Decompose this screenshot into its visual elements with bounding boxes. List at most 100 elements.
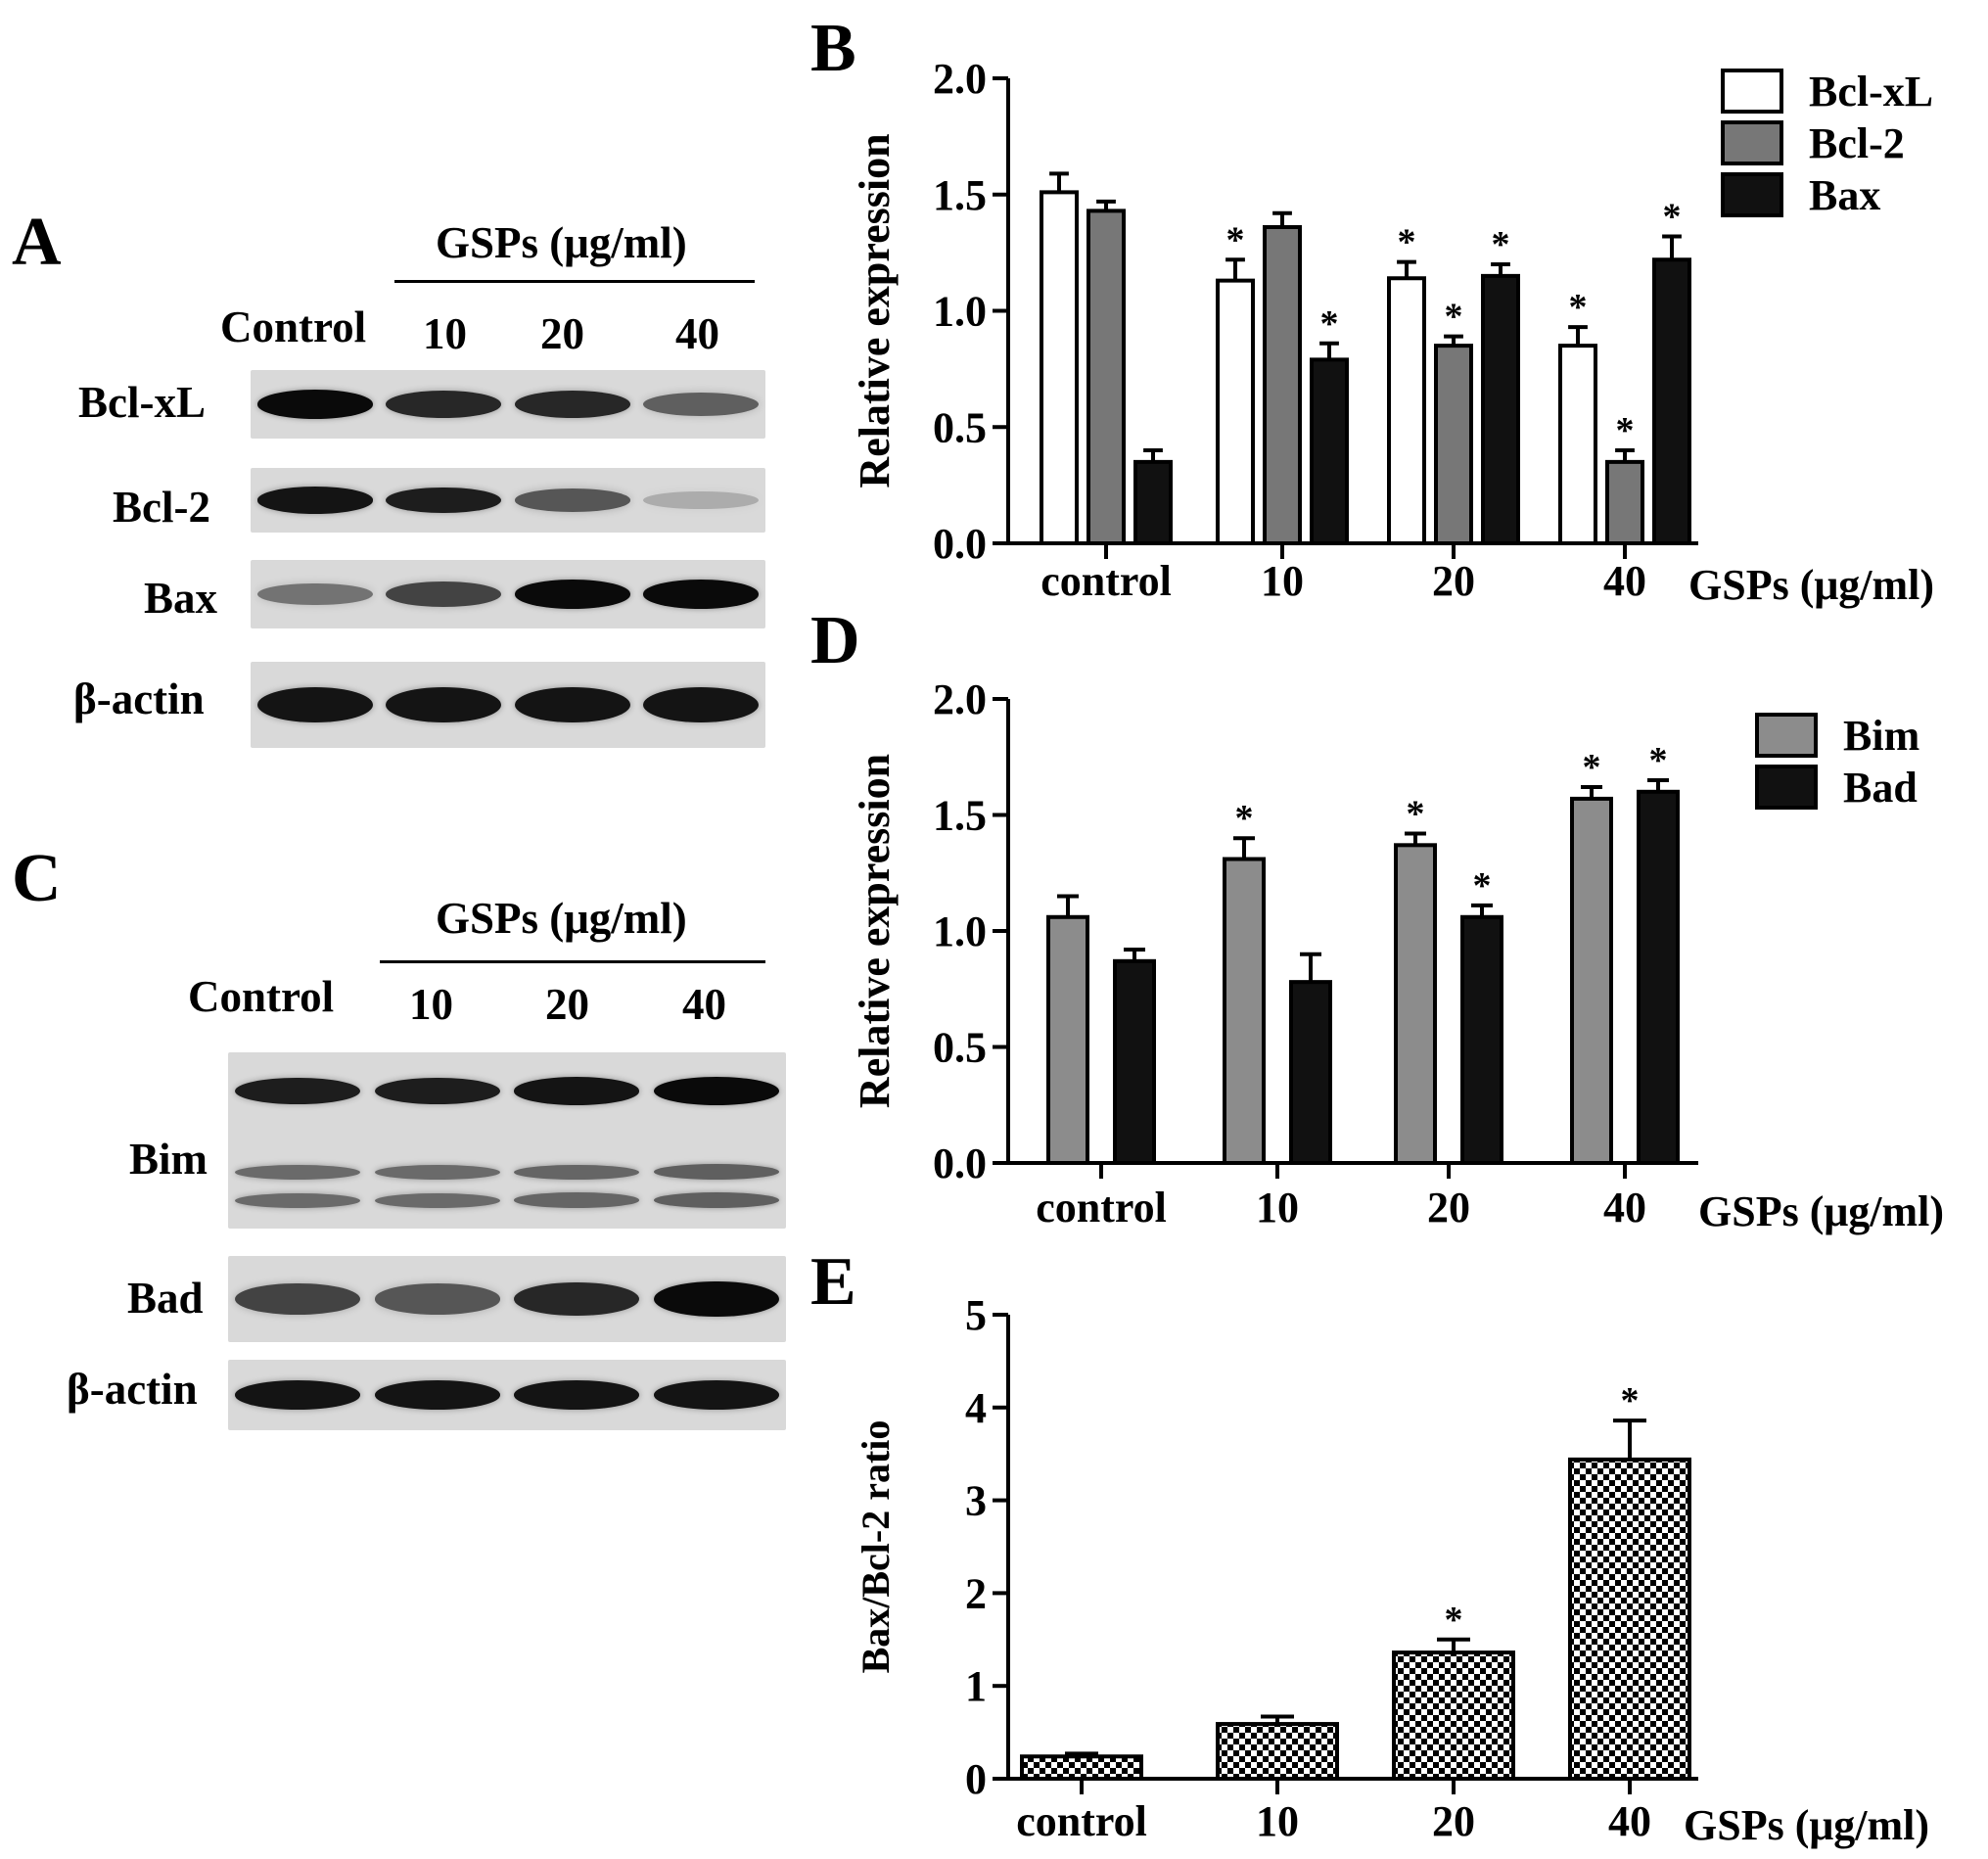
chart-d: 0.0 0.5 1.0 1.5 2.0 Relative expression contro… (851, 675, 1944, 1235)
bar (1263, 225, 1302, 545)
legend-label: Bax (1809, 171, 1880, 219)
y-tick-label: 2.0 (933, 675, 987, 723)
blot-band (643, 580, 760, 609)
wb-a-dose-label: 40 (675, 309, 719, 358)
blot-band (235, 1380, 361, 1410)
blot-band (374, 1283, 500, 1315)
x-tick-label: 20 (1427, 1184, 1470, 1232)
blot-strip-bad (228, 1256, 786, 1342)
bar (1568, 1457, 1691, 1781)
significance-marker: * (1621, 1380, 1640, 1421)
x-tick-label: control (1036, 1184, 1167, 1232)
bar (1020, 1754, 1143, 1782)
significance-marker: * (1398, 222, 1416, 263)
bar (1605, 459, 1644, 545)
significance-marker: * (1226, 219, 1245, 260)
y-tick-label: 1.5 (933, 171, 987, 219)
blot-strip-bim (228, 1052, 786, 1229)
blot-band (643, 490, 760, 510)
blot-band (514, 1281, 640, 1317)
blot-strip-bax (251, 560, 765, 628)
bar (1216, 278, 1255, 545)
y-tick-label: 4 (965, 1384, 987, 1432)
panel-label-d: D (810, 603, 860, 678)
legend-swatch (1755, 765, 1818, 810)
blot-band (374, 1192, 500, 1208)
bar (1481, 273, 1520, 545)
legend-label: Bim (1843, 712, 1919, 760)
bar (1387, 276, 1426, 545)
blot-band (386, 686, 502, 723)
blot-strip-bcl-xl (251, 370, 765, 439)
blot-band (514, 488, 630, 512)
wb-a-row-label: Bax (144, 574, 218, 623)
blot-band (643, 686, 760, 723)
x-axis-label: GSPs (μg/ml) (1688, 561, 1934, 609)
blot-band (374, 1164, 500, 1180)
y-axis-label: Relative expression (851, 754, 899, 1108)
blot-band (235, 1282, 361, 1316)
bar (1570, 796, 1613, 1165)
bar (1216, 1722, 1339, 1781)
wb-c-control-label: Control (188, 972, 335, 1021)
significance-marker: * (1235, 798, 1254, 839)
x-tick-label: control (1016, 1797, 1147, 1845)
wb-a-row-label: Bcl-xL (78, 378, 206, 427)
blot-band (235, 1077, 361, 1105)
bar (1046, 914, 1089, 1166)
bar (1392, 1650, 1515, 1782)
legend-label: Bad (1843, 764, 1918, 812)
bar (1113, 958, 1156, 1165)
blot-strip-bcl-2 (251, 468, 765, 533)
significance-marker: * (1492, 224, 1510, 265)
bar (1086, 209, 1126, 545)
wb-a-row-label: Bcl-2 (113, 483, 210, 532)
bar (1289, 980, 1332, 1166)
y-tick-label: 3 (965, 1477, 987, 1525)
significance-marker: * (1569, 287, 1588, 328)
legend-swatch (1721, 120, 1783, 165)
bar (1460, 914, 1503, 1166)
y-tick-label: 0.5 (933, 1024, 987, 1072)
wb-a-group-rule (394, 280, 755, 283)
bar (1637, 789, 1680, 1165)
y-tick-label: 1 (965, 1662, 987, 1710)
significance-marker: * (1320, 303, 1339, 345)
blot-band (374, 1380, 500, 1410)
wb-a-control-label: Control (220, 302, 367, 351)
blot-band (514, 391, 630, 418)
blot-band (386, 391, 502, 418)
blot-strip-b-actin (251, 662, 765, 748)
blot-band (256, 487, 373, 514)
x-tick-label: 10 (1256, 1184, 1299, 1232)
blot-band (653, 1164, 779, 1181)
panel-label-a: A (12, 205, 62, 280)
blot-band (643, 392, 760, 417)
x-tick-label: 40 (1603, 557, 1646, 605)
blot-band (256, 390, 373, 419)
legend-label: Bcl-xL (1809, 68, 1933, 116)
blot-band (653, 1192, 779, 1209)
blot-band (653, 1077, 779, 1105)
bar (1310, 357, 1349, 545)
legend-swatch (1721, 172, 1783, 217)
bar (1040, 190, 1079, 545)
blot-band (653, 1280, 779, 1318)
x-tick-label: 40 (1608, 1797, 1651, 1845)
blot-band (653, 1380, 779, 1410)
y-tick-label: 0.0 (933, 520, 987, 568)
significance-marker: * (1445, 297, 1463, 338)
blot-band (235, 1164, 361, 1180)
significance-marker: * (1663, 197, 1682, 238)
wb-c-group-rule (380, 960, 765, 963)
y-tick-label: 1.0 (933, 288, 987, 336)
bar (1558, 344, 1597, 545)
blot-band (514, 1164, 640, 1181)
bar (1394, 843, 1437, 1165)
blot-band (256, 582, 373, 606)
chart-e: 0 1 2 3 4 5 Bax/Bcl-2 ratio control 10 20 40 GSPs (… (854, 1291, 1929, 1849)
x-tick-label: 10 (1256, 1797, 1299, 1845)
bar (1434, 344, 1473, 545)
wb-c-group-label: GSPs (μg/ml) (436, 894, 687, 943)
